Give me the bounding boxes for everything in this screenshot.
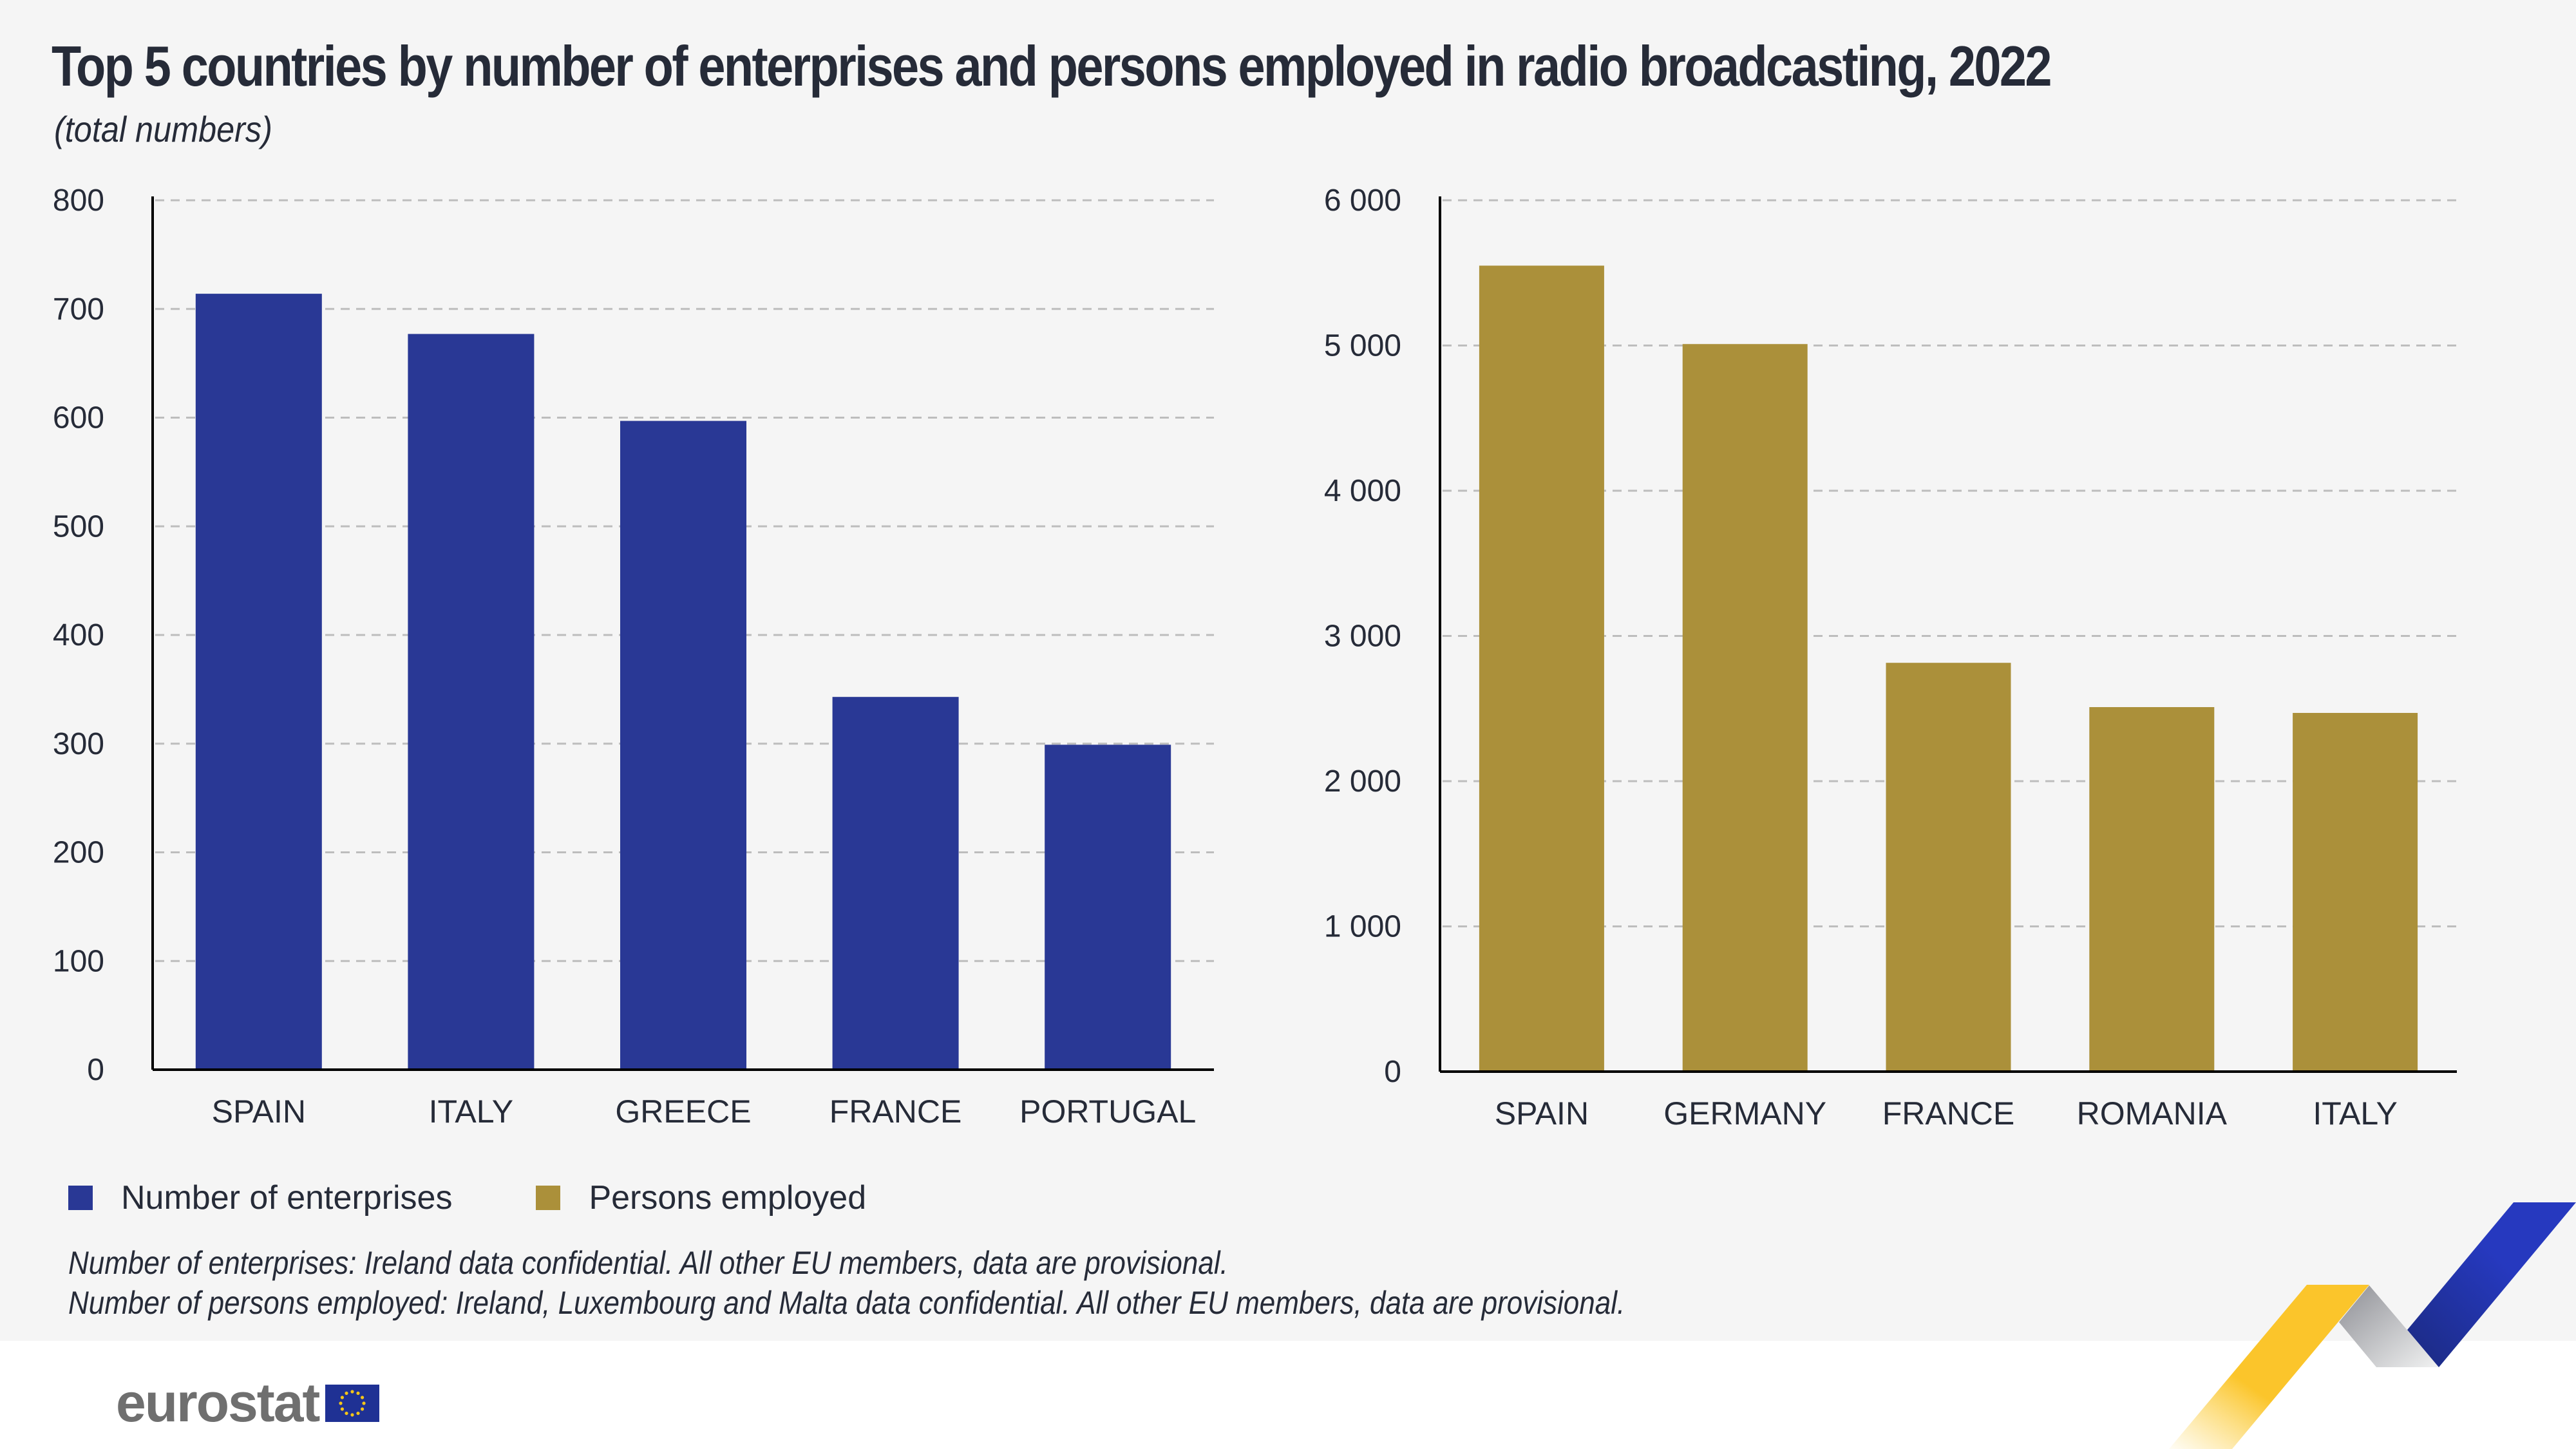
- persons-employed-y-tick-label: 3 000: [1324, 620, 1401, 654]
- legend-label-persons-employed: Persons employed: [589, 1179, 867, 1217]
- footnotes: Number of enterprises: Ireland data conf…: [68, 1243, 1625, 1323]
- enterprises-y-tick-label: 300: [53, 727, 104, 761]
- legend-item-persons-employed[interactable]: Persons employed: [536, 1179, 866, 1217]
- eurostat-ribbon-decoration: [2169, 1202, 2576, 1449]
- enterprises-y-tick-label: 100: [53, 944, 104, 978]
- eu-star-icon: [350, 1412, 355, 1417]
- eurostat-logo-text: eurostat: [116, 1372, 320, 1433]
- enterprises-bar-portugal[interactable]: [1045, 744, 1171, 1070]
- persons-employed-bar-romania[interactable]: [2089, 706, 2215, 1072]
- persons-employed-chart: 0 1 000 2 000 3 000 4 000 5 000 6 000 SPAIN GERM…: [1324, 184, 2457, 1132]
- footnote-enterprises: Number of enterprises: Ireland data conf…: [68, 1245, 1228, 1281]
- ribbon-yellow-segment: [2169, 1285, 2369, 1449]
- enterprises-y-tick-label: 400: [53, 618, 104, 652]
- enterprises-x-category-label: PORTUGAL: [1019, 1094, 1196, 1130]
- enterprises-x-category-label: FRANCE: [829, 1094, 962, 1130]
- enterprises-y-tick-label: 600: [53, 401, 104, 435]
- eu-star-icon: [341, 1406, 345, 1411]
- eu-star-icon: [345, 1391, 349, 1395]
- enterprises-chart: 0 100 200 300 400 500 600 700 800 SPAIN ITALY GREEC…: [53, 184, 1214, 1130]
- eu-star-icon: [345, 1411, 349, 1415]
- eu-star-icon: [361, 1395, 365, 1399]
- enterprises-x-category-label: GREECE: [615, 1094, 751, 1130]
- enterprises-bar-greece[interactable]: [620, 421, 746, 1070]
- legend: Number of enterprises Persons employed: [68, 1179, 950, 1217]
- footnote-persons-employed: Number of persons employed: Ireland, Lux…: [68, 1285, 1625, 1321]
- ribbon-grey-segment: [2339, 1285, 2439, 1367]
- legend-swatch-enterprises: [68, 1186, 93, 1210]
- legend-item-enterprises[interactable]: Number of enterprises: [68, 1179, 452, 1217]
- persons-employed-y-tick-label: 4 000: [1324, 474, 1401, 508]
- ribbon-blue-segment: [2407, 1202, 2576, 1367]
- chart-subtitle: (total numbers): [54, 109, 272, 149]
- persons-employed-bar-germany[interactable]: [1682, 344, 1808, 1072]
- chart-title: Top 5 countries by number of enterprises…: [52, 34, 2052, 98]
- persons-employed-bar-france[interactable]: [1886, 663, 2011, 1072]
- eu-star-icon: [339, 1401, 343, 1405]
- enterprises-y-tick-label: 700: [53, 292, 104, 327]
- enterprises-y-tick-label: 800: [53, 184, 104, 218]
- eu-flag-icon: [325, 1384, 380, 1422]
- legend-swatch-persons-employed: [536, 1186, 561, 1210]
- footer-band: [0, 1341, 2576, 1449]
- eurostat-logo[interactable]: eurostat: [116, 1372, 380, 1434]
- enterprises-y-tick-label: 0: [87, 1053, 104, 1087]
- persons-employed-x-category-label: ITALY: [2313, 1095, 2398, 1132]
- eu-star-icon: [362, 1401, 366, 1405]
- persons-employed-y-tick-label: 2 000: [1324, 764, 1401, 799]
- eu-star-icon: [361, 1406, 365, 1411]
- enterprises-bar-spain[interactable]: [195, 294, 322, 1070]
- persons-employed-x-category-label: FRANCE: [1882, 1095, 2015, 1132]
- eu-star-icon: [341, 1395, 345, 1399]
- enterprises-y-tick-label: 500: [53, 509, 104, 544]
- enterprises-bar-france[interactable]: [832, 697, 959, 1070]
- persons-employed-y-tick-label: 6 000: [1324, 184, 1401, 218]
- persons-employed-y-tick-label: 0: [1384, 1055, 1401, 1089]
- enterprises-y-tick-label: 200: [53, 836, 104, 870]
- legend-label-enterprises: Number of enterprises: [121, 1179, 453, 1217]
- enterprises-bar-italy[interactable]: [408, 334, 535, 1070]
- persons-employed-bar-spain[interactable]: [1479, 265, 1604, 1072]
- enterprises-x-category-label: SPAIN: [212, 1094, 306, 1130]
- enterprises-x-category-label: ITALY: [429, 1094, 514, 1130]
- eu-star-icon: [350, 1389, 355, 1394]
- eu-star-icon: [356, 1391, 361, 1395]
- eu-star-icon: [356, 1411, 361, 1415]
- persons-employed-y-tick-label: 5 000: [1324, 329, 1401, 363]
- persons-employed-bar-italy[interactable]: [2293, 713, 2418, 1072]
- persons-employed-x-category-label: GERMANY: [1663, 1095, 1826, 1132]
- persons-employed-y-tick-label: 1 000: [1324, 910, 1401, 944]
- persons-employed-x-category-label: ROMANIA: [2077, 1095, 2228, 1132]
- persons-employed-x-category-label: SPAIN: [1495, 1095, 1589, 1132]
